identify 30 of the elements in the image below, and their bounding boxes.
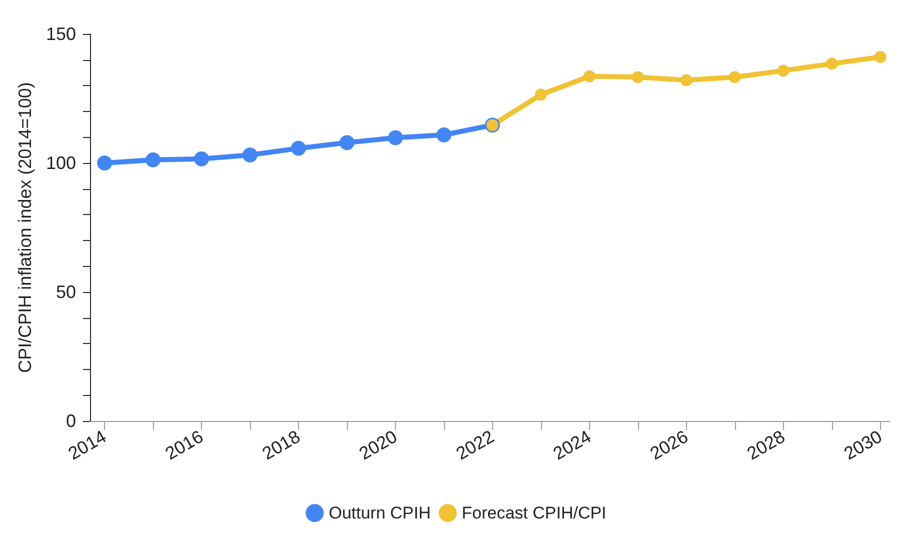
point [534,88,547,101]
point [436,127,452,142]
legend-label: Outturn CPIH [328,504,431,522]
x-tick-label: 2030 [840,426,886,464]
point [339,135,354,150]
point [146,152,161,168]
y-tick-label: 50 [56,282,76,302]
point [874,50,886,63]
y-tick-label: 100 [46,153,76,173]
point [291,140,306,156]
point [97,156,112,170]
legend-label: Forecast CPIH/CPI [462,504,606,522]
x-tick-label: 2022 [452,426,498,464]
y-tick-label: 150 [46,24,76,44]
x-tick-label: 2024 [550,426,594,464]
x-tick-label: 2018 [258,426,304,464]
point [680,74,692,86]
x-tick-label: 2026 [646,426,692,464]
y-axis-title: CPI/CPIH inflation index (2014=100) [15,82,35,373]
point [242,148,258,162]
point [728,71,741,84]
point [777,64,790,77]
x-tick-label: 2016 [162,426,207,464]
point [388,130,403,146]
point [194,151,210,166]
point [826,58,838,70]
x-tick-label: 2028 [744,426,788,464]
point [583,70,596,82]
x-tick-label: 2020 [356,426,400,464]
point [632,71,644,84]
